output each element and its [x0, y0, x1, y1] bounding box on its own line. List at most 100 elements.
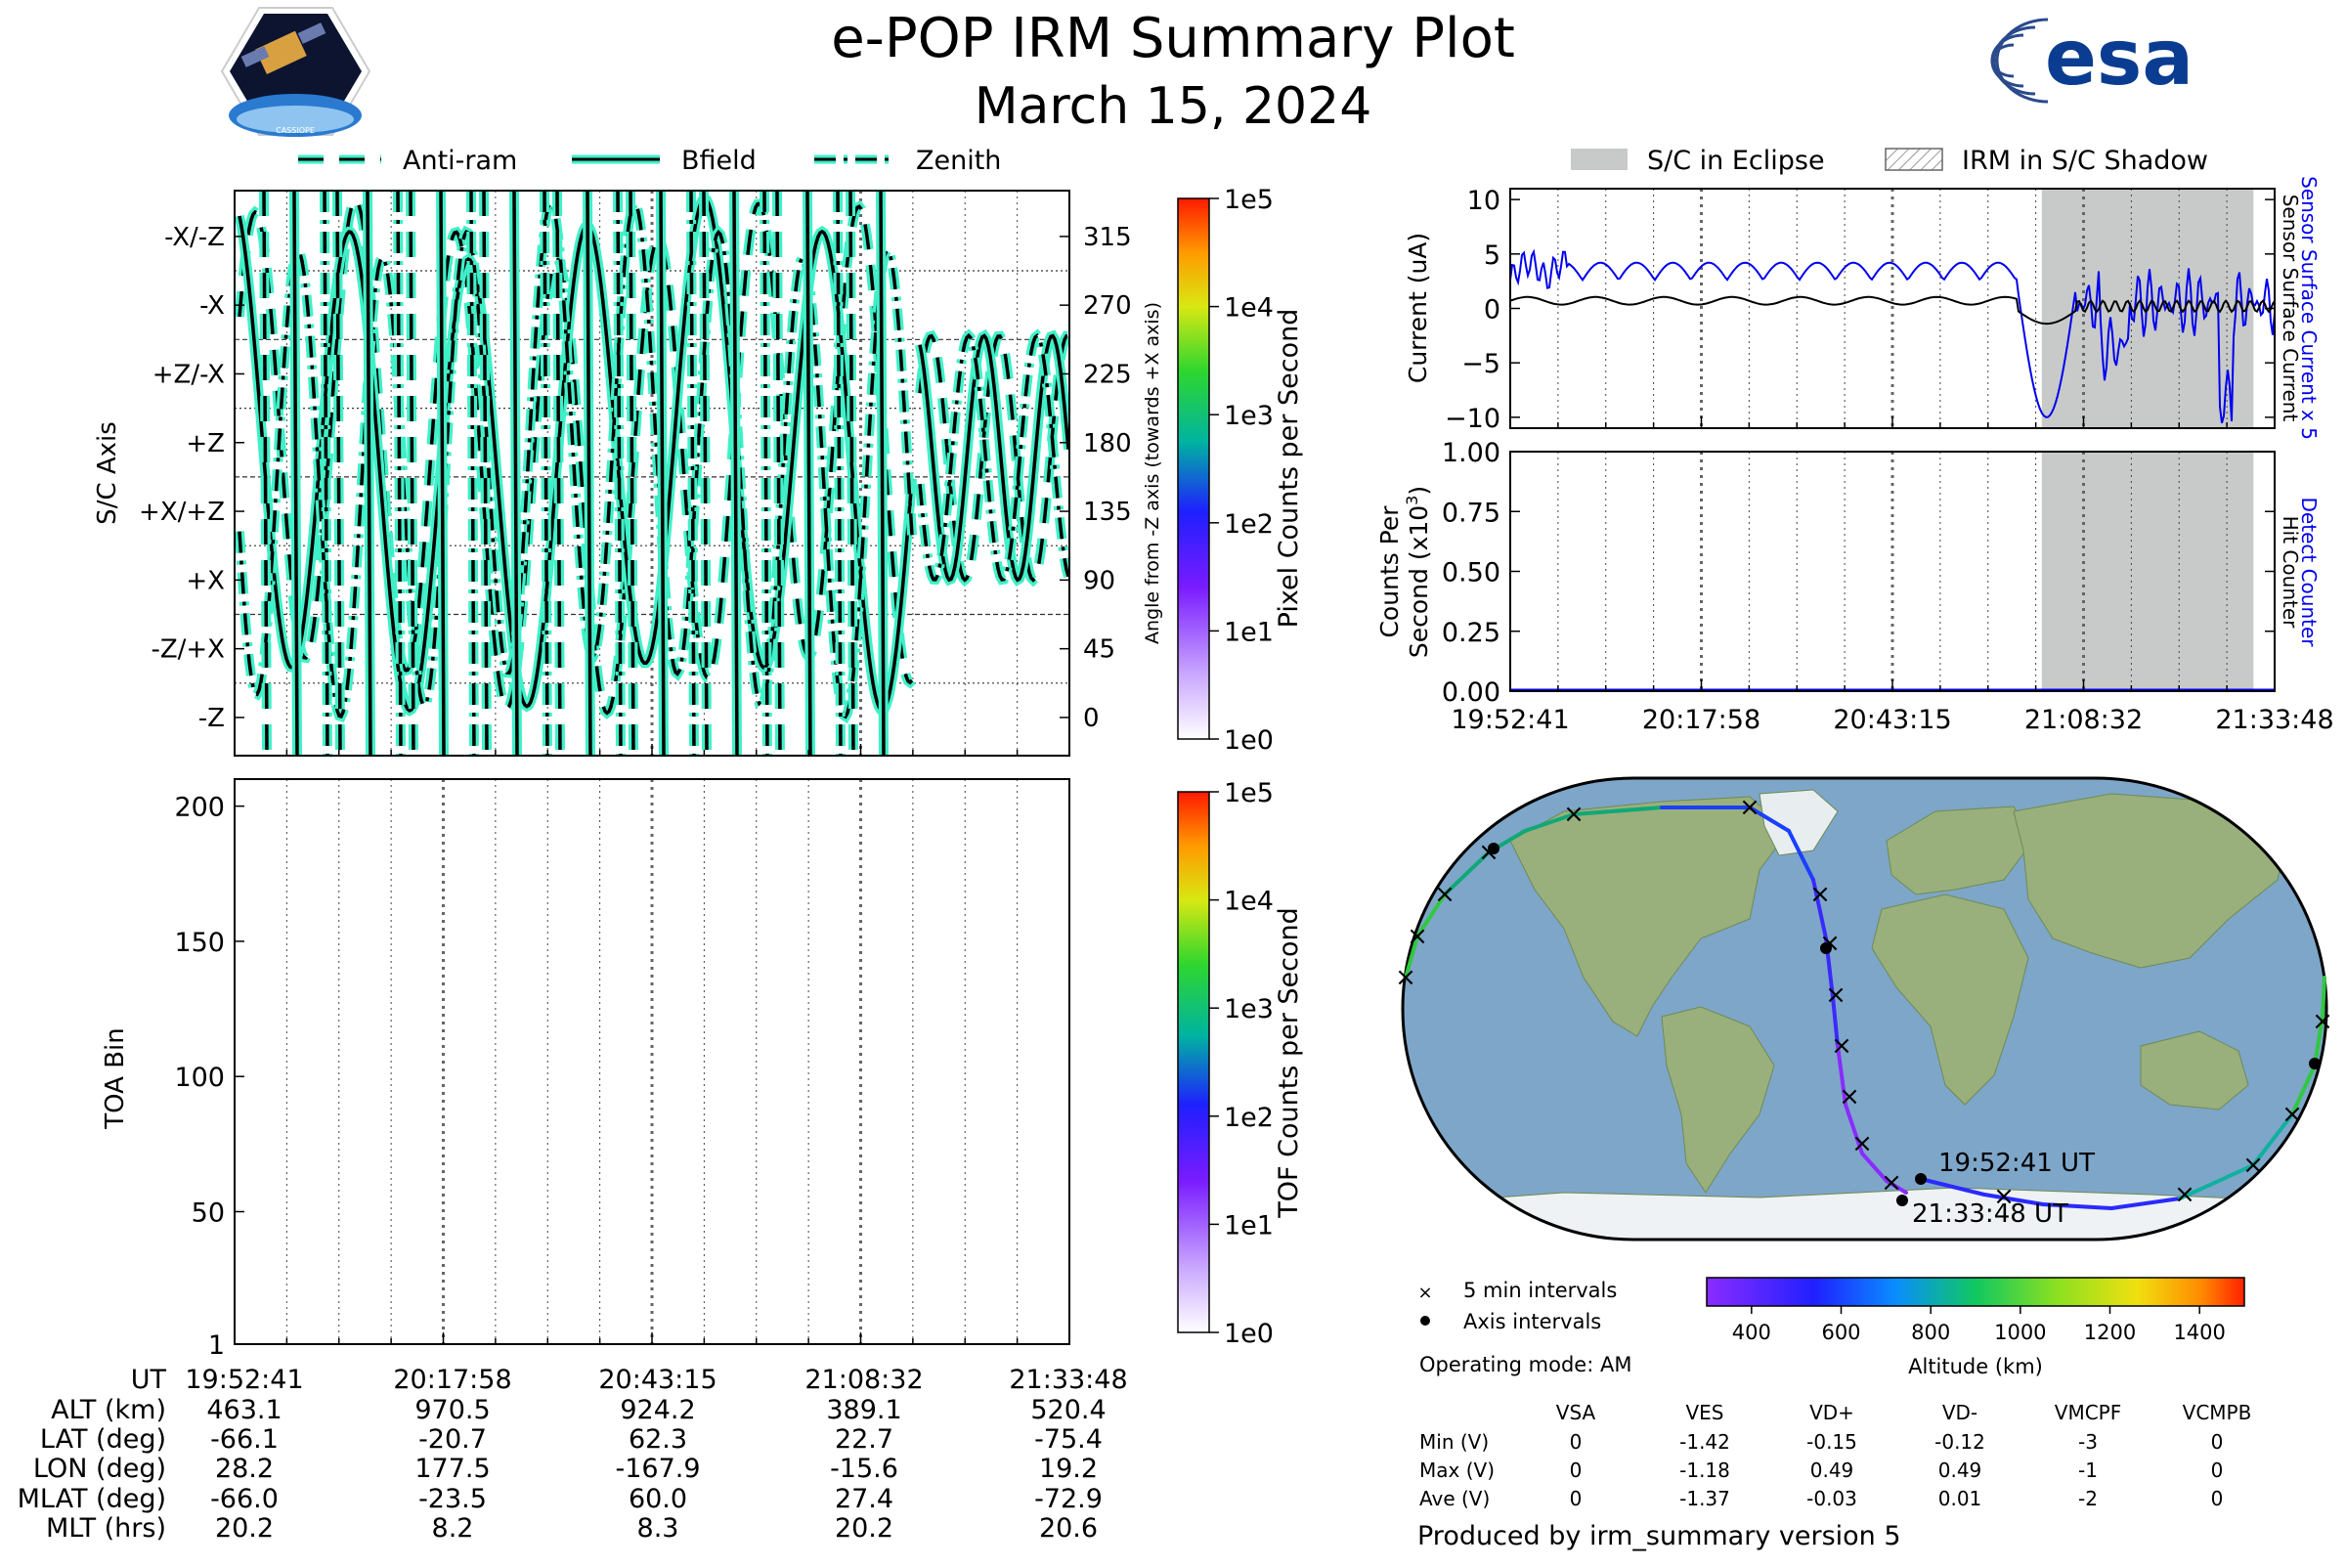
voltage-header: VCMPB [2183, 1401, 2252, 1424]
toa-grid [285, 779, 1019, 1344]
orbit-segment [1811, 878, 1828, 940]
angle-tick-label: 315 [1083, 223, 1132, 252]
ephemeris-cell: 27.4 [835, 1484, 893, 1514]
five-minute-marker: × [2281, 1100, 2303, 1129]
tof-colorbar [1177, 791, 1210, 1333]
ephemeris-cell: 22.7 [835, 1424, 893, 1455]
voltage-row-label: Max (V) [1419, 1459, 1495, 1482]
orbit-segment [2313, 1015, 2324, 1067]
angle-tick-label: 90 [1083, 566, 1115, 595]
voltage-header: VMCPF [2055, 1401, 2121, 1424]
ephemeris-cell: 21:08:32 [804, 1365, 923, 1395]
counts-tick-label: 1.00 [1442, 438, 1500, 468]
axis-interval-marker [1820, 942, 1832, 954]
angle-tick-label: 135 [1083, 498, 1132, 527]
current-tick-label: 0 [1484, 295, 1500, 326]
sensor-current-x5-line [1510, 248, 2275, 423]
attitude-wrap [659, 191, 666, 756]
orbit-segment [2178, 1163, 2255, 1200]
colorbar-tick-label: 1e1 [1224, 1210, 1274, 1241]
altitude-colorbar-ticks: 400 600 800 1000 1200 1400 [1732, 1306, 2226, 1344]
orbit-segment [1415, 893, 1447, 938]
time-tick-label: 21:33:48 [2215, 705, 2333, 735]
voltage-row-label: Min (V) [1419, 1430, 1489, 1454]
attitude-wrap [292, 191, 299, 756]
ephemeris-cell: 28.2 [215, 1454, 274, 1484]
orbit-segment [1982, 1193, 2045, 1206]
orbit-end-label: 21:33:48 UT [1912, 1199, 2068, 1229]
five-minute-marker: × [1739, 793, 1760, 822]
altitude-tick-label: 800 [1911, 1321, 1950, 1344]
counts-ylabel-1: Counts Per [1375, 505, 1404, 638]
toa-tick-label: 200 [174, 793, 225, 823]
toa-ylabel: TOA Bin [101, 1027, 130, 1129]
counts-right-label-black: Hit Counter [2279, 516, 2302, 629]
colorbar-tick-label: 1e0 [1224, 1319, 1274, 1349]
ephemeris-cell: 8.2 [432, 1513, 474, 1544]
tof-colorbar-ticks: 1e5 1e4 1e3 1e2 1e1 1e0 [1209, 778, 1274, 1349]
legend-current: S/C in Eclipse IRM in S/C Shadow [1571, 146, 2208, 176]
current-tick-label: 10 [1467, 186, 1500, 216]
sc-axis-ticks: -X/-Z 315 -X 270 +Z/-X 225 +Z 180 +X/+Z 135 +X 90 -Z… [139, 223, 1132, 756]
colorbar-tick-label: 1e3 [1224, 401, 1274, 431]
orbit-track: ××××××××××××× × ×××× [1395, 793, 2333, 1211]
voltage-header: VD- [1942, 1401, 1977, 1424]
legend-5min: 5 min intervals [1463, 1279, 1617, 1302]
ephemeris-cell: 20:17:58 [393, 1365, 511, 1395]
ephemeris-cell: 463.1 [206, 1395, 282, 1425]
altitude-tick-label: 1200 [2084, 1321, 2136, 1344]
ephemeris-cell: 62.3 [629, 1424, 687, 1455]
five-minute-marker: × [1839, 1082, 1860, 1111]
orbit-segment [1831, 995, 1840, 1048]
map-greenland [1759, 789, 1839, 856]
attitude-wrap [555, 191, 562, 756]
orbit-segment [1523, 812, 1576, 833]
orbit-start-label: 19:52:41 UT [1938, 1149, 2095, 1178]
time-tick-label: 20:17:58 [1642, 705, 1760, 735]
cassiope-logo-text: CASSIOPE [276, 126, 315, 135]
attitude-wrap [702, 191, 709, 756]
voltage-cell: -1.42 [1679, 1430, 1730, 1454]
ephemeris-cell: 21:33:48 [1009, 1365, 1127, 1395]
orbit-segment [1919, 1177, 1986, 1197]
orbit-segment [1844, 1103, 1864, 1155]
counts-grid [1557, 452, 2228, 691]
counts-ylabel-exp: 3 [1403, 496, 1421, 505]
map-legend: × 5 min intervals Axis intervals [1417, 1279, 1617, 1333]
current-ticks: 10 5 0 −5 −10 [1445, 186, 2276, 434]
attitude-wrap [805, 191, 812, 756]
voltage-header: VD+ [1809, 1401, 1854, 1424]
five-minute-marker: × [1407, 922, 1428, 951]
five-minute-marker: × [2312, 1007, 2333, 1036]
zenith-line [238, 199, 1069, 719]
ephemeris-row-label: MLAT (deg) [18, 1484, 166, 1514]
orbit-segment [1860, 1152, 1889, 1183]
tof-colorbar-label: TOF Counts per Second [1274, 907, 1304, 1219]
ephemeris-cell: 20:43:15 [598, 1365, 717, 1395]
sc-axis-tick-label: -X [199, 291, 225, 321]
ephemeris-cell: -75.4 [1034, 1424, 1103, 1455]
voltage-cell: 0.49 [1938, 1459, 1982, 1482]
colorbar-tick-label: 1e2 [1224, 509, 1274, 540]
esa-logo-text: esa [2045, 15, 2194, 103]
voltage-cell: 0 [1570, 1430, 1583, 1454]
orbit-segment [1443, 850, 1491, 896]
ephemeris-row-label: UT [131, 1365, 167, 1395]
legend-zenith: Zenith [916, 146, 1001, 176]
attitude-wrap [469, 191, 476, 756]
world-map [1401, 776, 2328, 1241]
map-north-america [1509, 796, 1790, 1037]
operating-mode: Operating mode: AM [1419, 1353, 1631, 1376]
voltage-cell: 0 [1570, 1459, 1583, 1482]
sc-axis-tick-label: -Z [198, 704, 225, 733]
ephemeris-cell: 20.6 [1039, 1513, 1098, 1544]
voltage-cell: 0 [2211, 1459, 2224, 1482]
pixel-colorbar-label: Pixel Counts per Second [1274, 309, 1304, 629]
attitude-wrap [848, 191, 855, 756]
attitude-wrap [439, 191, 446, 756]
attitude-wrap [396, 191, 403, 756]
attitude-wrap [732, 191, 739, 756]
map-europe [1886, 806, 2034, 895]
